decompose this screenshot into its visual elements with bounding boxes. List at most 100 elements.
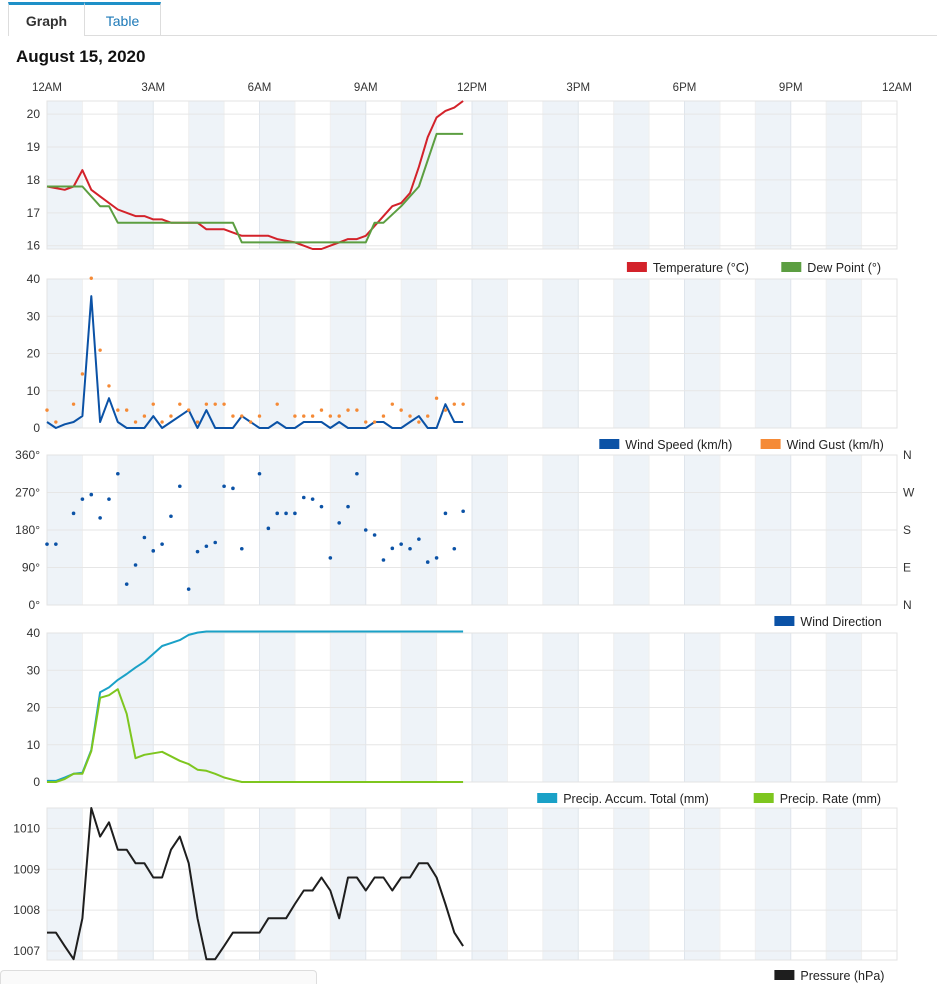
- chart-panel-1: 16 17 18 19 20 Dew Point (°) Temperature (°C): [27, 100, 898, 275]
- data-point: [284, 511, 288, 516]
- hour-band: [47, 808, 83, 960]
- data-point: [452, 402, 456, 406]
- hour-band: [188, 101, 225, 249]
- data-point: [222, 484, 226, 489]
- x-tick-label: 12AM: [882, 82, 912, 94]
- data-point: [346, 408, 350, 412]
- data-point: [133, 563, 138, 567]
- data-point: [178, 402, 182, 406]
- data-point: [381, 414, 386, 418]
- tab-graph[interactable]: Graph: [8, 2, 85, 36]
- y-tick-label: 20: [27, 347, 41, 361]
- y-tick-label: 1007: [13, 944, 40, 958]
- data-point: [169, 414, 173, 418]
- y-tick-label: 20: [27, 701, 41, 715]
- bottom-panel-tab[interactable]: [0, 970, 317, 984]
- hour-band: [472, 101, 508, 249]
- x-tick-label: 6PM: [673, 82, 697, 94]
- x-tick-label: 12AM: [32, 82, 62, 94]
- tab-table[interactable]: Table: [84, 2, 161, 35]
- series-line: [47, 688, 464, 783]
- data-point: [133, 420, 138, 424]
- data-point: [337, 414, 341, 418]
- data-point: [257, 471, 262, 476]
- data-point: [461, 509, 465, 514]
- hour-band: [755, 808, 791, 960]
- legend-label: Pressure (hPa): [800, 969, 884, 983]
- data-point: [204, 402, 209, 406]
- data-point: [89, 492, 94, 497]
- series-line: [46, 295, 464, 429]
- y-tick-label: 40: [27, 626, 41, 640]
- legend-label: Dew Point (°): [807, 261, 881, 275]
- data-point: [372, 420, 377, 424]
- data-point: [124, 582, 129, 586]
- legend-swatch: [753, 793, 774, 803]
- chart-legend: Wind Gust (km/h) Wind Speed (km/h): [599, 438, 884, 452]
- chart-legend: Pressure (hPa): [774, 969, 884, 983]
- data-point: [239, 546, 244, 551]
- hour-band: [613, 808, 650, 960]
- data-point: [355, 471, 359, 476]
- data-point: [151, 549, 156, 553]
- legend-label: Wind Gust (km/h): [787, 438, 884, 452]
- data-point: [169, 514, 173, 519]
- chart-panel-4: 0 10 20 30 40 Precip. Rate (mm) Precip. Accum.…: [27, 626, 898, 806]
- hour-band: [330, 101, 366, 249]
- data-point: [257, 414, 262, 418]
- data-point: [417, 420, 421, 424]
- legend-label: Precip. Accum. Total (mm): [563, 792, 709, 806]
- series-line: [47, 132, 464, 244]
- data-point: [107, 384, 111, 388]
- data-point: [302, 414, 306, 418]
- x-tick-label: 3AM: [141, 82, 165, 94]
- data-point: [107, 497, 111, 501]
- data-point: [355, 408, 359, 412]
- series-line: [46, 100, 464, 250]
- data-point: [372, 533, 377, 537]
- data-point: [186, 408, 191, 412]
- data-point: [45, 542, 49, 546]
- data-point: [426, 414, 430, 418]
- data-point: [319, 408, 324, 412]
- data-point: [408, 546, 412, 551]
- y-tick-label: 20: [27, 107, 41, 121]
- y-tick-label: 180°: [15, 523, 40, 537]
- y-tick-label: 16: [27, 239, 41, 253]
- hour-band: [755, 101, 791, 249]
- data-point: [434, 396, 439, 400]
- data-point: [80, 372, 85, 376]
- data-point: [425, 560, 430, 564]
- data-point: [310, 497, 315, 501]
- data-point: [204, 544, 209, 549]
- data-point: [319, 504, 324, 509]
- hour-band: [188, 808, 225, 960]
- hour-band: [117, 101, 154, 249]
- legend-swatch: [626, 262, 647, 272]
- y-tick-label: 360°: [15, 448, 40, 462]
- data-point: [390, 402, 395, 406]
- hour-band: [613, 101, 650, 249]
- hour-band: [684, 101, 720, 249]
- chart-panel-3: 0° N 90° E 180° S 270° W 360° N Wind Direction: [15, 448, 915, 629]
- data-point: [408, 414, 412, 418]
- y-tick-label: 10: [27, 738, 41, 752]
- data-point: [443, 408, 448, 412]
- y-tick-label: 10: [27, 384, 41, 398]
- data-point: [301, 495, 306, 500]
- y-tick-label-right: N: [903, 448, 912, 462]
- data-point: [98, 348, 102, 352]
- data-point: [160, 420, 164, 424]
- chart-legend: Precip. Rate (mm) Precip. Accum. Total (m…: [537, 792, 881, 806]
- y-tick-label-right: W: [903, 486, 915, 500]
- data-point: [363, 528, 368, 532]
- data-point: [45, 408, 49, 412]
- y-tick-label: 0°: [29, 598, 41, 612]
- data-point: [178, 484, 182, 489]
- hour-band: [401, 101, 437, 249]
- y-tick-label: 30: [27, 309, 41, 323]
- legend-swatch: [537, 793, 558, 803]
- plot-frame: [46, 278, 898, 429]
- x-axis-top: 12AM 3AM 6AM 9AM 12PM 3PM 6PM 9PM 12AM: [32, 82, 912, 94]
